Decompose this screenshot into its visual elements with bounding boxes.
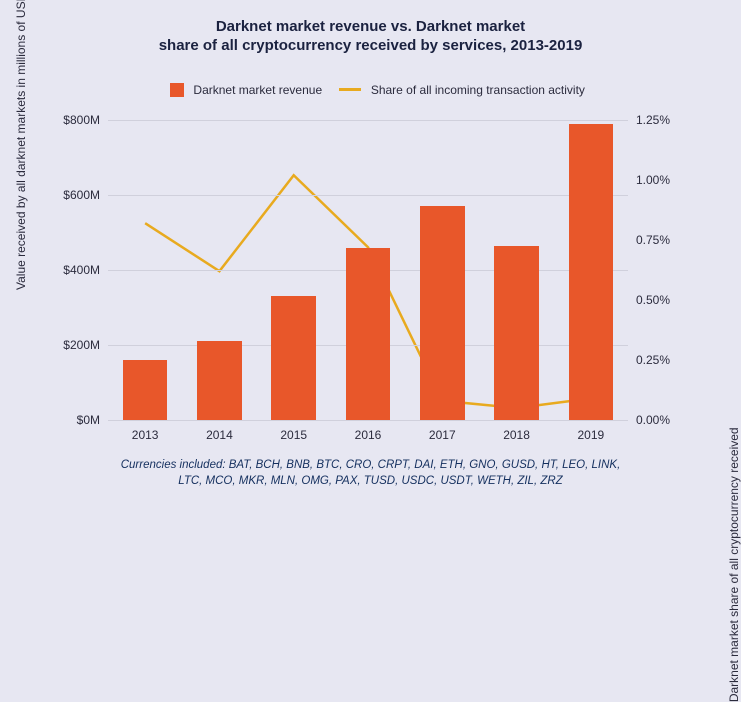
x-tick: 2015 bbox=[280, 428, 307, 442]
legend-bar-swatch bbox=[170, 83, 184, 97]
legend-line-label: Share of all incoming transaction activi… bbox=[371, 83, 585, 97]
footnote-line-2: LTC, MCO, MKR, MLN, OMG, PAX, TUSD, USDC… bbox=[60, 474, 681, 490]
y-left-tick: $400M bbox=[63, 263, 100, 277]
bar bbox=[123, 360, 168, 420]
chart-title: Darknet market revenue vs. Darknet marke… bbox=[0, 18, 741, 56]
y-left-tick: $200M bbox=[63, 338, 100, 352]
y-left-tick: $800M bbox=[63, 113, 100, 127]
plot-area: $0M$200M$400M$600M$800M0.00%0.25%0.50%0.… bbox=[108, 120, 628, 420]
y-right-tick: 1.25% bbox=[636, 113, 670, 127]
bar bbox=[346, 248, 391, 421]
x-tick: 2019 bbox=[577, 428, 604, 442]
x-tick: 2018 bbox=[503, 428, 530, 442]
bar bbox=[569, 124, 614, 420]
grid-line bbox=[108, 195, 628, 196]
x-tick: 2017 bbox=[429, 428, 456, 442]
x-tick: 2016 bbox=[355, 428, 382, 442]
legend: Darknet market revenue Share of all inco… bbox=[0, 82, 741, 97]
y-right-tick: 0.75% bbox=[636, 233, 670, 247]
bar bbox=[197, 341, 242, 420]
legend-line-swatch bbox=[339, 88, 361, 91]
y-axis-right-title: Darknet market share of all cryptocurren… bbox=[727, 427, 741, 702]
title-line-2: share of all cryptocurrency received by … bbox=[0, 37, 741, 56]
y-left-tick: $0M bbox=[77, 413, 100, 427]
grid-line bbox=[108, 120, 628, 121]
y-axis-left-title: Value received by all darknet markets in… bbox=[14, 0, 28, 290]
y-right-tick: 0.50% bbox=[636, 293, 670, 307]
legend-bar-label: Darknet market revenue bbox=[193, 83, 322, 97]
x-axis-line bbox=[108, 420, 628, 421]
chart-container: Darknet market revenue vs. Darknet marke… bbox=[0, 0, 741, 524]
bar bbox=[420, 206, 465, 420]
bar bbox=[271, 296, 316, 420]
x-tick: 2013 bbox=[132, 428, 159, 442]
y-right-tick: 0.00% bbox=[636, 413, 670, 427]
bar bbox=[494, 246, 539, 420]
x-tick: 2014 bbox=[206, 428, 233, 442]
footnote: Currencies included: BAT, BCH, BNB, BTC,… bbox=[60, 458, 681, 489]
y-right-tick: 1.00% bbox=[636, 173, 670, 187]
footnote-line-1: Currencies included: BAT, BCH, BNB, BTC,… bbox=[60, 458, 681, 474]
y-left-tick: $600M bbox=[63, 188, 100, 202]
title-line-1: Darknet market revenue vs. Darknet marke… bbox=[0, 18, 741, 37]
y-right-tick: 0.25% bbox=[636, 353, 670, 367]
